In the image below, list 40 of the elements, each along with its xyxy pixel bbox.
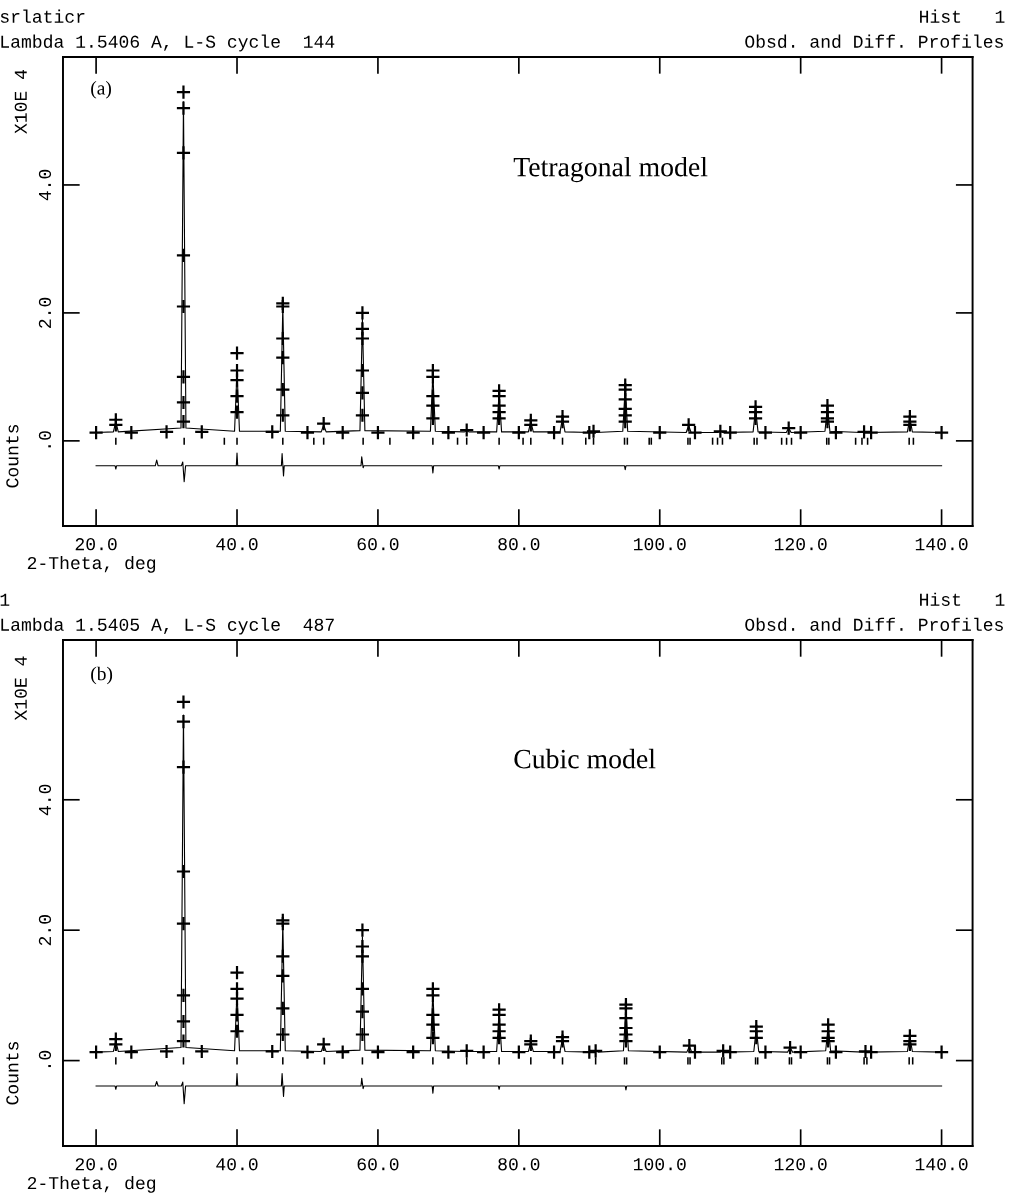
x-tick-label: 20.0 <box>75 538 117 551</box>
y-axis-title: Counts <box>6 1042 19 1105</box>
x-tick-label: 60.0 <box>357 1158 399 1171</box>
x-axis-title: 2-Theta, deg <box>27 1176 156 1193</box>
x-tick-label: 100.0 <box>633 1158 686 1171</box>
annotation: Cubic model <box>514 748 656 769</box>
x-axis-title: 2-Theta, deg <box>27 555 156 573</box>
chart-subtitle: Lambda 1.5406 A, L-S cycle 144 <box>1 34 335 52</box>
annotation: (a) <box>91 80 111 99</box>
y-tick-label: 4.0 <box>38 784 52 816</box>
text: X10E 4 <box>14 69 27 134</box>
chart-subtitle: Lambda 1.5405 A, L-S cycle 487 <box>1 617 334 635</box>
text: X10E 4 <box>14 656 27 721</box>
y-tick-label: .0 <box>38 1050 52 1068</box>
x-tick-label: 140.0 <box>915 538 968 551</box>
y-tick-label: 4.0 <box>38 169 52 201</box>
text: Hist 1 <box>920 592 1005 606</box>
x-tick-label: 120.0 <box>774 1158 827 1171</box>
chart-title: Obsd. and Diff. Profiles <box>745 34 1003 48</box>
y-tick-label: .0 <box>38 431 52 448</box>
text: 1 <box>0 593 10 606</box>
text: srlaticr <box>0 9 85 23</box>
y-axis-title: Counts <box>6 424 19 488</box>
x-tick-label: 100.0 <box>633 538 686 551</box>
x-tick-label: 80.0 <box>498 1158 540 1171</box>
y-tick-label: 2.0 <box>38 915 52 946</box>
text: Hist 1 <box>920 9 1005 23</box>
x-tick-label: 80.0 <box>498 538 540 551</box>
line-series <box>95 452 943 483</box>
x-tick-label: 60.0 <box>357 538 399 551</box>
annotation: Tetragonal model <box>513 156 708 183</box>
x-tick-label: 40.0 <box>216 538 258 551</box>
x-tick-label: 40.0 <box>216 1158 258 1171</box>
x-tick-label: 120.0 <box>774 538 827 551</box>
line-series <box>95 1073 943 1105</box>
chart-title: Obsd. and Diff. Profiles <box>745 617 1003 631</box>
x-tick-label: 140.0 <box>915 1158 968 1171</box>
x-tick-label: 20.0 <box>75 1158 117 1171</box>
annotation: (b) <box>91 666 113 685</box>
y-tick-label: 2.0 <box>38 297 52 328</box>
